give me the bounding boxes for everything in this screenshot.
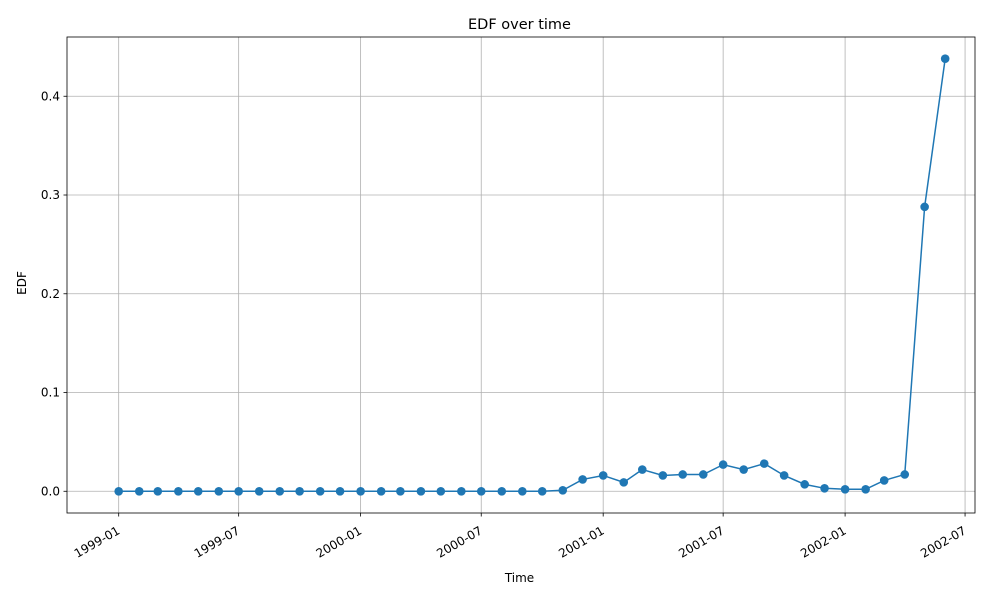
data-point bbox=[234, 486, 243, 496]
data-point bbox=[214, 486, 224, 496]
data-point bbox=[497, 486, 507, 496]
data-point bbox=[396, 486, 405, 496]
data-point bbox=[436, 486, 446, 496]
x-tick-label: 2000-01 bbox=[314, 523, 364, 560]
data-point bbox=[698, 470, 708, 479]
data-point bbox=[637, 465, 647, 474]
data-point bbox=[840, 484, 850, 494]
data-point bbox=[134, 486, 144, 496]
data-point bbox=[920, 202, 929, 212]
y-tick-label: 0.0 bbox=[41, 484, 60, 498]
data-point bbox=[658, 471, 668, 480]
plot-frame bbox=[66, 36, 976, 514]
x-tick-label: 2002-07 bbox=[918, 523, 968, 560]
data-point bbox=[619, 478, 629, 487]
data-point bbox=[174, 486, 183, 496]
data-point bbox=[254, 486, 264, 496]
data-point bbox=[800, 480, 809, 489]
y-tick-label: 0.3 bbox=[41, 188, 60, 202]
y-axis-label: EDF bbox=[15, 271, 29, 295]
data-point bbox=[476, 486, 486, 496]
x-tick-label: 2001-07 bbox=[676, 523, 726, 560]
data-point bbox=[820, 484, 829, 493]
data-point bbox=[578, 475, 587, 484]
y-tick-label: 0.2 bbox=[41, 287, 60, 301]
series-edf bbox=[114, 54, 950, 496]
data-point bbox=[537, 486, 547, 496]
data-point bbox=[678, 470, 688, 479]
data-point bbox=[295, 486, 304, 496]
data-point bbox=[518, 486, 527, 496]
data-point bbox=[779, 471, 789, 480]
data-point bbox=[153, 486, 163, 496]
x-tick-label: 1999-07 bbox=[192, 523, 242, 560]
x-tick-label: 1999-01 bbox=[72, 523, 122, 560]
data-point bbox=[598, 471, 608, 480]
data-point bbox=[900, 470, 910, 479]
y-tick-label: 0.4 bbox=[41, 89, 60, 103]
x-tick-label: 2000-07 bbox=[434, 523, 484, 560]
data-point bbox=[861, 484, 870, 494]
data-point bbox=[315, 486, 325, 496]
data-point bbox=[193, 486, 203, 496]
grid-lines bbox=[67, 37, 975, 513]
x-tick-label: 2001-01 bbox=[556, 523, 606, 560]
data-point bbox=[275, 486, 285, 496]
data-point bbox=[718, 460, 728, 469]
x-tick-label: 2002-01 bbox=[798, 523, 848, 560]
y-tick-label: 0.1 bbox=[41, 386, 60, 400]
chart-title: EDF over time bbox=[468, 17, 571, 33]
data-point bbox=[739, 465, 748, 474]
data-point bbox=[940, 54, 950, 64]
data-point bbox=[457, 486, 466, 496]
data-point bbox=[356, 486, 365, 496]
data-point bbox=[558, 485, 568, 495]
data-point bbox=[335, 486, 345, 496]
data-point bbox=[879, 476, 889, 485]
data-point bbox=[759, 459, 769, 468]
x-axis-label: Time bbox=[504, 571, 534, 585]
data-point bbox=[114, 486, 123, 496]
axes: 0.0 0.1 0.2 0.3 0.4 1999-01 1999-07 2000-01 2000… bbox=[41, 36, 976, 561]
series-line bbox=[118, 58, 946, 493]
data-point bbox=[376, 486, 386, 496]
data-point bbox=[416, 486, 426, 496]
